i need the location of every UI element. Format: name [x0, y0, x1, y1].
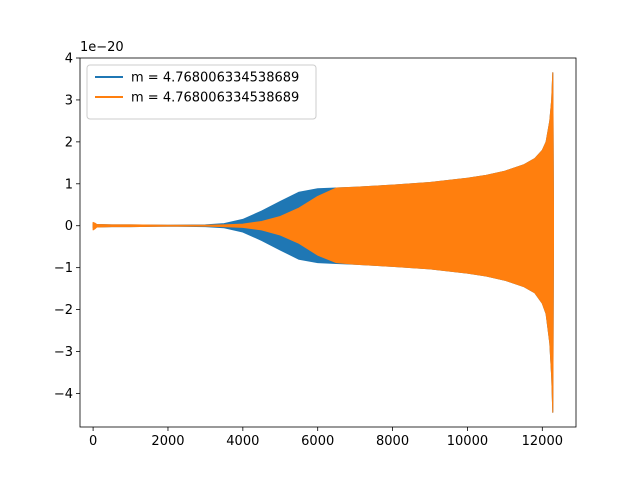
y-tick-label: −3 — [54, 345, 73, 360]
y-tick-label: 4 — [65, 52, 73, 67]
x-tick-label: 12000 — [522, 434, 563, 449]
series-layer — [92, 72, 554, 413]
legend-box — [86, 64, 317, 120]
series-2-envelope — [92, 72, 554, 413]
y-tick-label: −1 — [54, 261, 73, 276]
y-tick-label: −4 — [54, 387, 73, 402]
y-tick-label: −2 — [54, 303, 73, 318]
x-tick-label: 8000 — [376, 434, 409, 449]
x-axis-ticks: 0 2000 4000 6000 8000 10000 12000 — [89, 427, 563, 449]
x-tick-label: 4000 — [226, 434, 259, 449]
x-tick-label: 2000 — [151, 434, 184, 449]
x-tick-label: 0 — [89, 434, 97, 449]
y-axis-ticks: 4 3 2 1 0 −1 −2 −3 −4 — [54, 52, 80, 402]
plot-area-frame — [79, 57, 577, 428]
legend: m = 4.768006334538689 m = 4.7680063345386… — [86, 64, 317, 120]
y-tick-label: 3 — [65, 93, 73, 108]
y-tick-label: 0 — [65, 219, 73, 234]
x-tick-label: 6000 — [301, 434, 334, 449]
legend-label: m = 4.768006334538689 — [131, 71, 299, 86]
y-axis-offset-label: 1e−20 — [80, 40, 124, 55]
y-tick-label: 1 — [65, 177, 73, 192]
x-tick-label: 10000 — [447, 434, 488, 449]
legend-label: m = 4.768006334538689 — [131, 91, 299, 106]
y-tick-label: 2 — [65, 135, 73, 150]
